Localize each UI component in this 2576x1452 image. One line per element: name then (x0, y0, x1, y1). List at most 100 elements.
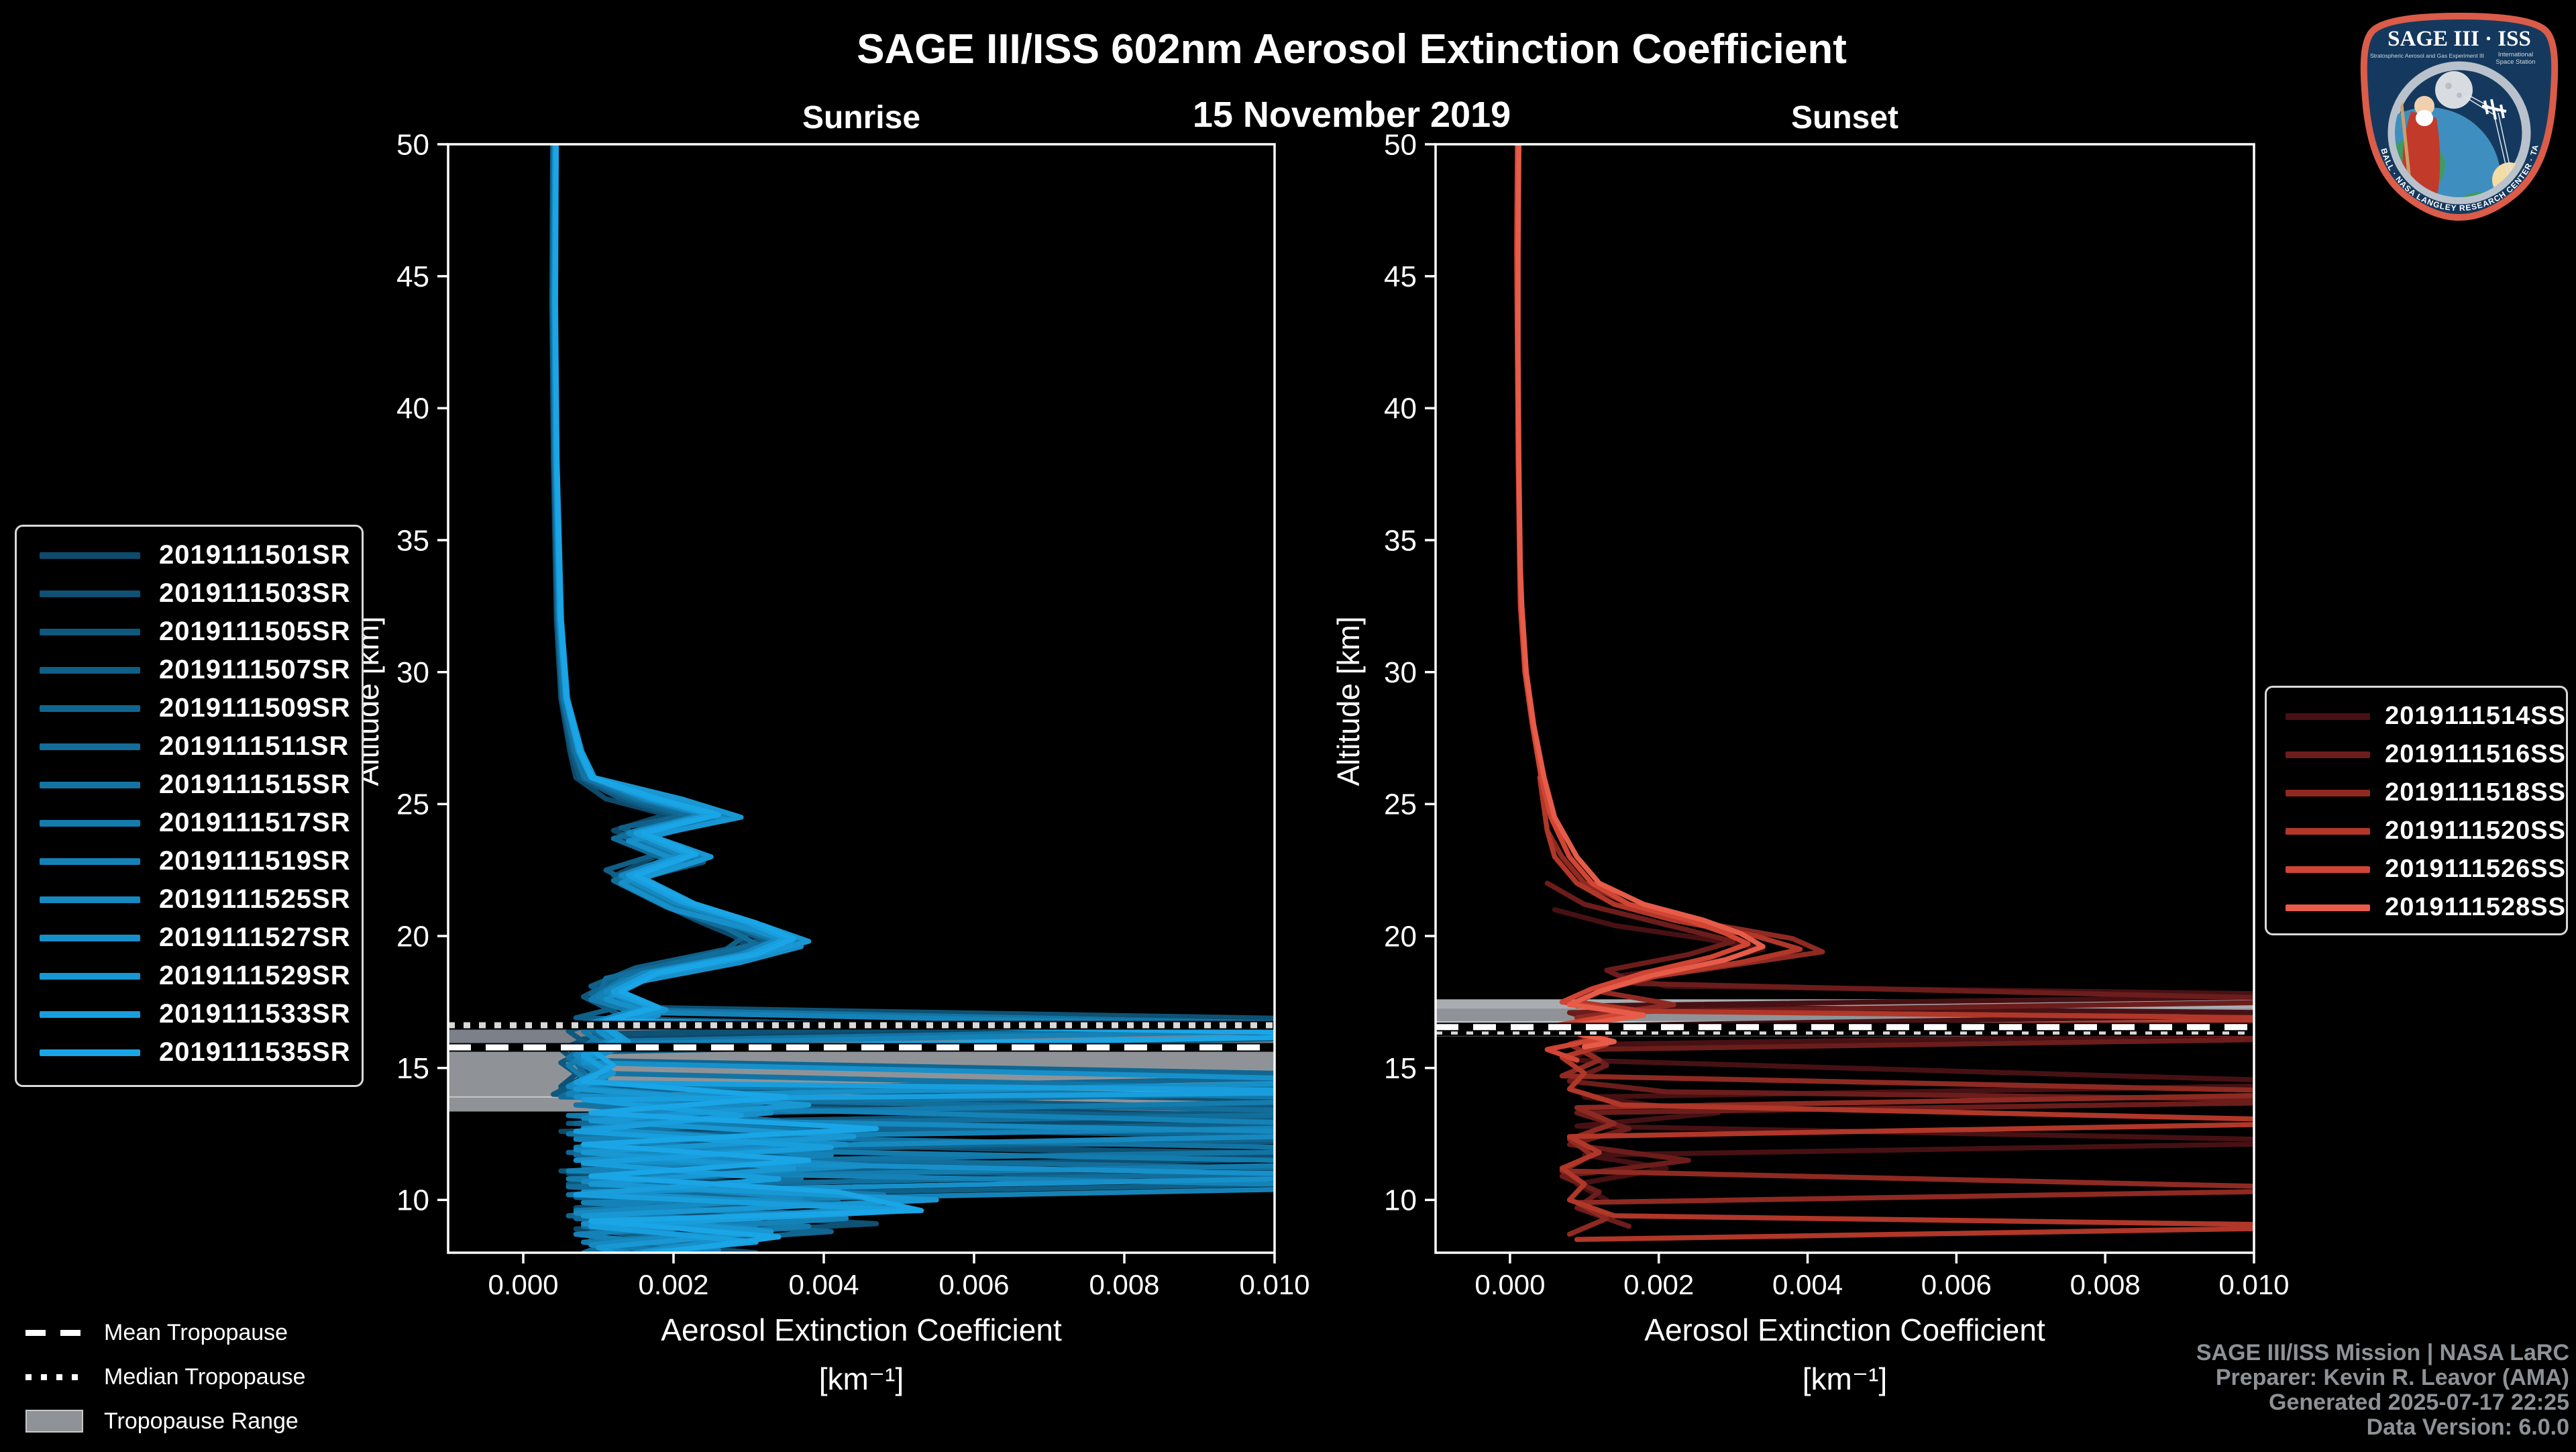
y-tick-label: 40 (1384, 393, 1417, 425)
legend-line-sample-icon (2286, 866, 2371, 873)
logo-subtitle-left: Stratospheric Aerosol and Gas Experiment… (2370, 52, 2484, 59)
logo-subtitle-right2: Space Station (2496, 58, 2535, 66)
legend-line-sample-icon (40, 743, 140, 750)
xaxis-label-sunset-line1: Aerosol Extinction Coefficient (1644, 1312, 2045, 1347)
date-subtitle: 15 November 2019 (1192, 95, 1511, 135)
panel-title-sunset: Sunset (1790, 100, 1899, 136)
legend-item-label: 2019111519SR (159, 846, 351, 876)
y-tick-label: 35 (1384, 524, 1417, 557)
mean-tropopause-sample-icon (25, 1329, 83, 1336)
legend-item-label: 2019111505SR (159, 617, 351, 646)
tropopause-legend-range: Tropopause Range (0, 1400, 299, 1443)
y-tick-label: 50 (396, 128, 429, 161)
logo-title: SAGE III · ISS (2387, 27, 2531, 51)
y-tick-label: 45 (396, 260, 429, 293)
legend-item-label: 2019111516SS (2385, 740, 2566, 768)
logo-moon-crater2 (2457, 93, 2462, 98)
x-tick-label: 0.002 (638, 1269, 708, 1300)
legend-line-sample-icon (40, 552, 140, 559)
x-tick-label: 0.000 (488, 1269, 558, 1300)
footer-credits: SAGE III/ISS Mission | NASA LaRC Prepare… (2196, 1341, 2569, 1440)
legend-item-label: 2019111511SR (159, 731, 350, 761)
profile-line-2019111528SS (1515, 144, 1766, 1049)
logo-moon-crater (2445, 83, 2452, 89)
legend-item: 2019111518SS (2267, 774, 2566, 812)
tropopause-range-label: Tropopause Range (104, 1408, 299, 1434)
legend-line-sample-icon (40, 819, 140, 827)
profiles-sunrise (549, 144, 1275, 1253)
logo-sage-beard (2416, 110, 2433, 126)
legend-line-sample-icon (2286, 751, 2371, 758)
legend-item: 2019111515SR (17, 766, 362, 804)
legend-line-sample-icon (40, 590, 140, 597)
legend-item: 2019111533SR (17, 995, 362, 1033)
median-tropopause-label: Median Tropopause (104, 1363, 306, 1390)
legend-line-sample-icon (40, 896, 140, 903)
legend-line-sample-icon (40, 781, 140, 788)
sunrise-legend: 2019111501SR 2019111503SR 2019111505SR 2019… (15, 525, 364, 1087)
sunset-legend-rows: 2019111514SS 2019111516SS 2019111518SS 2019… (2267, 697, 2566, 927)
legend-item-label: 2019111518SS (2385, 778, 2566, 807)
tropopause-legend-median: Median Tropopause (0, 1355, 306, 1398)
logo-sage-head (2414, 96, 2434, 116)
x-tick-label: 0.004 (788, 1269, 859, 1300)
y-tick-label: 25 (1384, 788, 1417, 821)
legend-item-label: 2019111529SR (159, 961, 351, 990)
legend-item: 2019111511SR (17, 727, 362, 766)
logo-subtitle-right1: International (2498, 51, 2533, 58)
legend-line-sample-icon (2286, 789, 2371, 796)
x-tick-label: 0.008 (2070, 1269, 2141, 1300)
legend-line-sample-icon (40, 858, 140, 865)
y-tick-label: 20 (1384, 920, 1417, 953)
profile-line-2019111514SS (1552, 906, 2254, 1203)
legend-item-label: 2019111525SR (159, 884, 351, 914)
panel-title-sunrise: Sunrise (802, 100, 921, 136)
xaxis-label-sunrise-line1: Aerosol Extinction Coefficient (661, 1312, 1062, 1347)
legend-item: 2019111517SR (17, 804, 362, 842)
legend-item-label: 2019111528SS (2385, 893, 2566, 921)
panel-sunrise: 0.000 0.002 0.004 0.006 0.008 0.010 50 45 40 35 30… (396, 128, 1310, 1300)
sunset-legend: 2019111514SS 2019111516SS 2019111518SS 2019… (2265, 686, 2568, 935)
y-tick-label: 30 (396, 656, 429, 689)
legend-item: 2019111501SR (17, 536, 362, 574)
tropopause-range-sample-icon (25, 1410, 83, 1433)
y-tick-label: 15 (396, 1052, 429, 1085)
y-tick-label: 10 (1384, 1184, 1417, 1217)
legend-line-sample-icon (2286, 904, 2371, 911)
sage-iss-logo: SAGE III · ISS Stratospheric Aerosol and… (2353, 11, 2559, 221)
panel-sunset: 0.000 0.002 0.004 0.006 0.008 0.010 50 45 40 35 30… (1384, 128, 2290, 1300)
legend-item: 2019111507SR (17, 651, 362, 689)
axes-frame (447, 143, 1276, 1254)
y-tick-label: 25 (396, 788, 429, 821)
legend-line-sample-icon (40, 934, 140, 941)
logo-art (2387, 61, 2531, 205)
x-tick-label: 0.008 (1089, 1269, 1159, 1300)
logo-iss-icon (2481, 99, 2507, 120)
x-tick-label: 0.006 (1921, 1269, 1992, 1300)
y-tick-label: 40 (396, 393, 429, 425)
legend-item: 2019111528SS (2267, 888, 2566, 927)
y-tick-label: 30 (1384, 656, 1417, 689)
legend-item: 2019111520SS (2267, 812, 2566, 850)
legend-item-label: 2019111526SS (2385, 855, 2566, 883)
legend-item: 2019111526SS (2267, 850, 2566, 888)
yaxis-label-sunset: Altitude [km] (1331, 616, 1366, 786)
profiles-sunset (1514, 144, 2254, 1243)
legend-item-label: 2019111501SR (159, 540, 351, 570)
sunrise-legend-rows: 2019111501SR 2019111503SR 2019111505SR 2019… (17, 536, 362, 1072)
legend-line-sample-icon (40, 666, 140, 674)
legend-item: 2019111529SR (17, 957, 362, 995)
x-tick-label: 0.000 (1474, 1269, 1545, 1300)
page-title: SAGE III/ISS 602nm Aerosol Extinction Co… (857, 26, 1847, 72)
logo-ring (2387, 61, 2531, 205)
y-tick-label: 45 (1384, 260, 1417, 293)
legend-item-label: 2019111503SR (159, 578, 351, 608)
legend-item: 2019111514SS (2267, 697, 2566, 735)
profile-line-2019111535SR (553, 144, 1275, 1253)
legend-item: 2019111503SR (17, 574, 362, 613)
xaxis-label-sunset-line2: [km⁻¹] (1802, 1361, 1888, 1396)
x-tick-label: 0.006 (938, 1269, 1009, 1300)
legend-item: 2019111525SR (17, 880, 362, 919)
